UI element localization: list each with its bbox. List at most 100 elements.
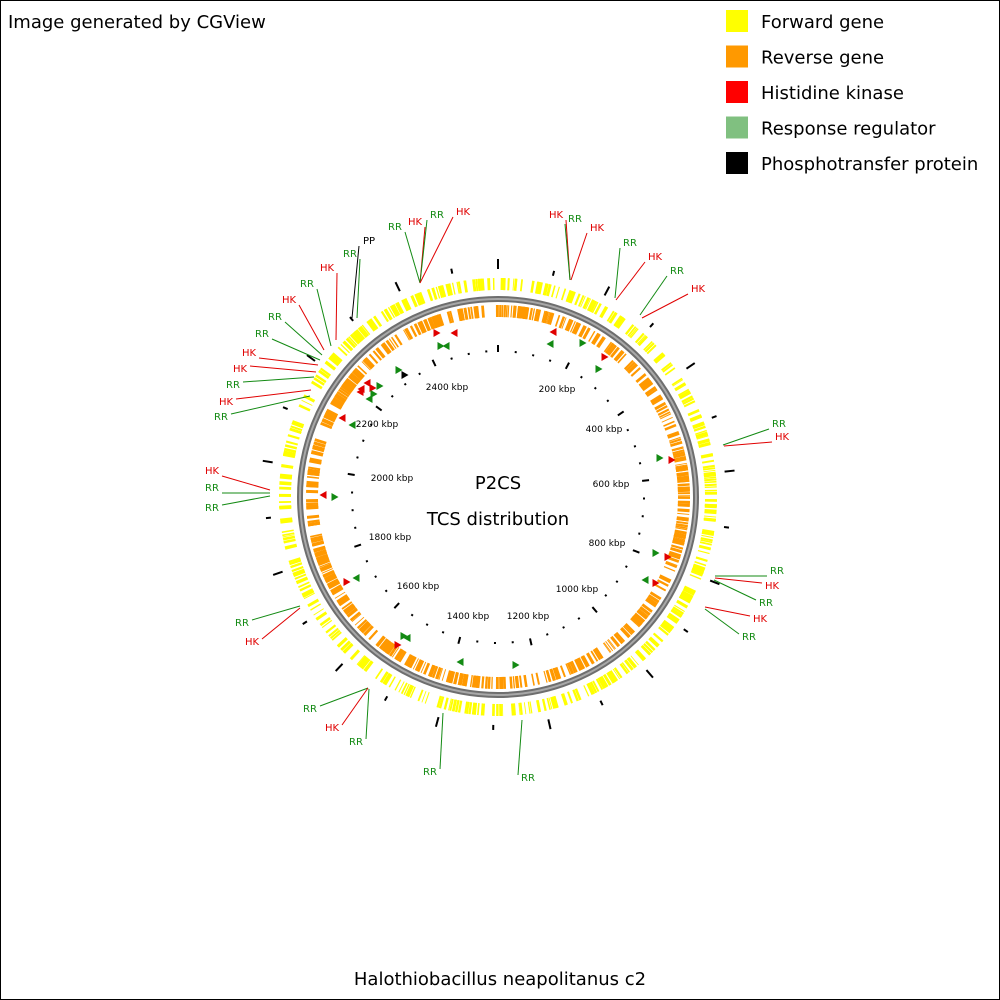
gene bbox=[547, 284, 552, 297]
gene bbox=[330, 354, 341, 364]
gene bbox=[674, 382, 686, 390]
gene bbox=[619, 663, 629, 675]
gene bbox=[446, 311, 453, 324]
gene bbox=[295, 576, 308, 584]
gene bbox=[383, 641, 393, 653]
gene bbox=[281, 465, 294, 469]
gene bbox=[435, 286, 441, 299]
gene bbox=[578, 325, 586, 337]
gene bbox=[311, 538, 324, 544]
gene bbox=[664, 367, 676, 376]
gene bbox=[553, 695, 559, 709]
gene bbox=[360, 622, 370, 632]
gene bbox=[521, 306, 527, 319]
gene bbox=[519, 675, 523, 688]
gene bbox=[586, 299, 594, 311]
gene bbox=[666, 430, 680, 438]
gene bbox=[579, 325, 587, 338]
gene bbox=[543, 670, 548, 683]
callout-line bbox=[235, 389, 312, 400]
gene bbox=[380, 343, 391, 355]
scale-dot bbox=[606, 399, 610, 403]
scale-dot bbox=[356, 456, 359, 459]
tick bbox=[450, 268, 454, 274]
gene bbox=[327, 580, 340, 588]
gene bbox=[405, 328, 413, 340]
gene bbox=[676, 517, 689, 522]
gene bbox=[318, 369, 330, 379]
gene bbox=[645, 386, 657, 396]
gene bbox=[671, 608, 683, 617]
gene bbox=[567, 320, 574, 332]
gene bbox=[290, 562, 302, 567]
gene bbox=[340, 385, 352, 394]
gene bbox=[626, 658, 636, 669]
gene bbox=[673, 456, 687, 461]
gene bbox=[324, 574, 337, 583]
gene bbox=[648, 594, 660, 602]
gene bbox=[338, 388, 350, 398]
gene bbox=[359, 657, 370, 669]
gene bbox=[311, 450, 324, 456]
gene bbox=[594, 647, 603, 659]
gene bbox=[638, 608, 649, 617]
scale-dot bbox=[365, 559, 369, 563]
gene bbox=[397, 301, 405, 313]
gene bbox=[668, 612, 680, 622]
gene bbox=[513, 703, 516, 716]
gene bbox=[362, 359, 373, 370]
gene bbox=[322, 417, 334, 425]
gene bbox=[439, 696, 445, 709]
gene bbox=[514, 675, 519, 689]
gene bbox=[682, 588, 695, 596]
gene bbox=[470, 306, 474, 319]
gene bbox=[621, 627, 631, 637]
gene bbox=[672, 606, 684, 615]
gene bbox=[523, 674, 528, 688]
gene bbox=[610, 636, 619, 648]
gene bbox=[310, 535, 323, 540]
gene bbox=[550, 696, 557, 709]
gene bbox=[404, 298, 411, 310]
gene bbox=[614, 315, 624, 328]
gene bbox=[306, 485, 319, 488]
gene bbox=[412, 295, 418, 307]
gene bbox=[463, 674, 468, 687]
tcs-marker bbox=[394, 641, 402, 649]
gene bbox=[356, 329, 366, 340]
gene bbox=[298, 581, 310, 588]
gene bbox=[325, 624, 337, 634]
gene bbox=[610, 346, 620, 358]
gene bbox=[585, 298, 592, 310]
gene bbox=[535, 309, 542, 322]
gene bbox=[577, 657, 586, 670]
gene bbox=[455, 700, 460, 713]
callout-line bbox=[341, 687, 369, 726]
tick bbox=[272, 570, 283, 576]
gene bbox=[298, 404, 311, 412]
scale-dot bbox=[548, 359, 552, 362]
gene bbox=[643, 643, 654, 654]
gene bbox=[481, 305, 485, 318]
callout-line bbox=[249, 365, 317, 373]
tick bbox=[434, 716, 440, 728]
gene bbox=[294, 573, 307, 580]
gene bbox=[474, 675, 479, 688]
gene bbox=[323, 414, 336, 422]
gene bbox=[438, 696, 443, 709]
gene bbox=[670, 548, 683, 554]
gene bbox=[315, 554, 328, 560]
gene bbox=[673, 536, 686, 541]
gene bbox=[704, 476, 717, 480]
gene bbox=[312, 444, 325, 450]
tick bbox=[547, 719, 552, 730]
scale-dot bbox=[403, 382, 407, 386]
gene bbox=[592, 648, 601, 661]
gene bbox=[598, 337, 606, 349]
scale-dot bbox=[626, 428, 630, 432]
gene bbox=[321, 619, 333, 628]
gene bbox=[323, 572, 336, 580]
callout-label: RR bbox=[205, 483, 219, 494]
organism: Halothiobacillus neapolitanus c2 bbox=[354, 969, 646, 990]
